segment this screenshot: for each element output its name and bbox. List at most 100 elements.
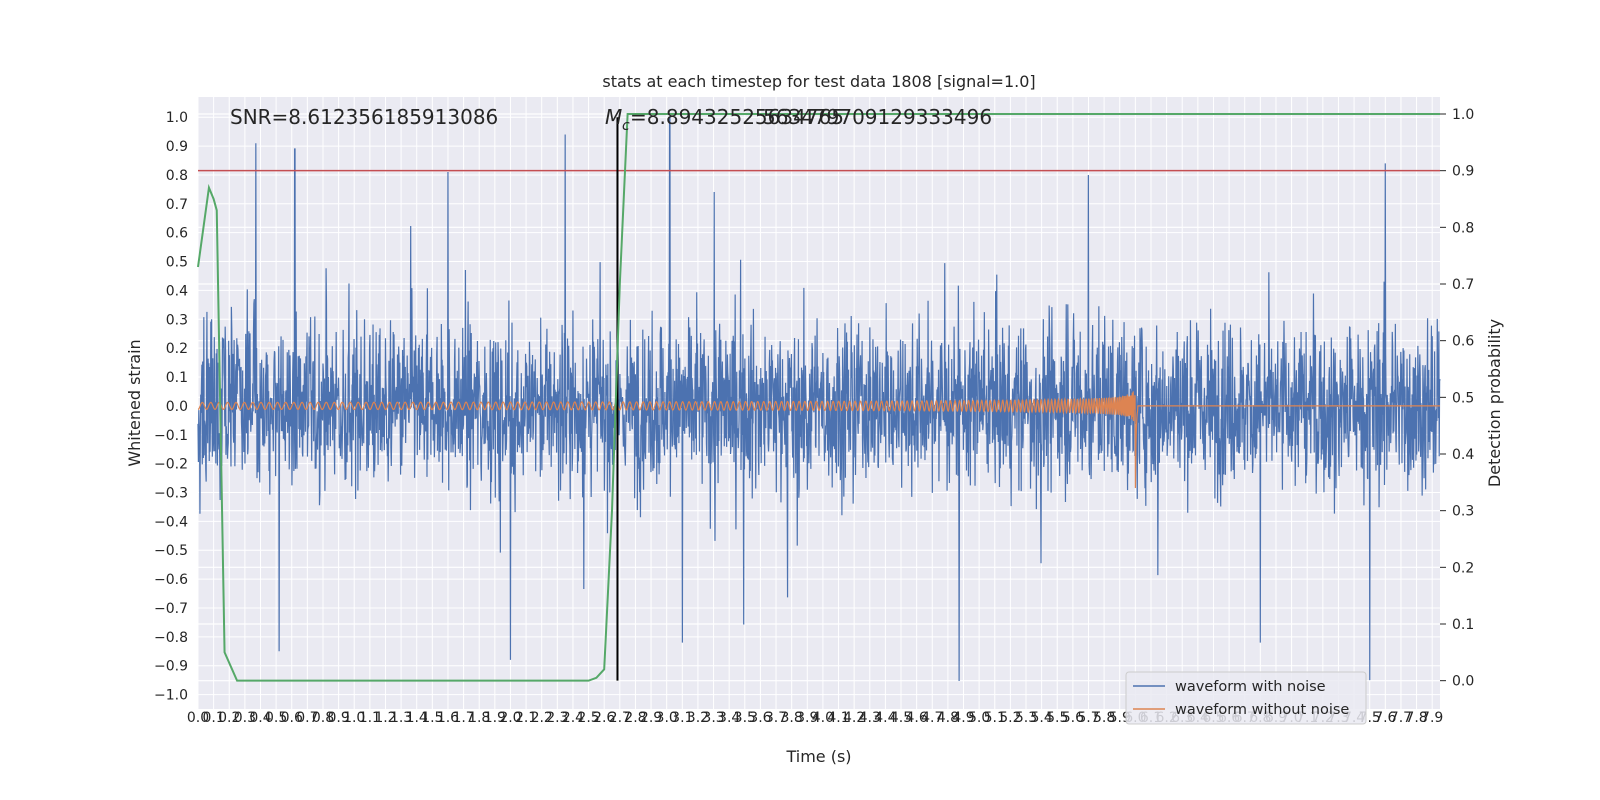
x-tick-label: 3.9	[796, 710, 818, 726]
x-tick-label: 3.5	[734, 710, 756, 726]
x-tick-label: 7.6	[1374, 710, 1396, 726]
y-tick-label: 0.0	[166, 399, 188, 415]
x-tick-label: 1.5	[421, 710, 443, 726]
x-tick-label: 0.8	[312, 710, 334, 726]
plot-content	[197, 113, 1441, 682]
mc-value-a: =8.89432525634765	[630, 105, 844, 129]
x-tick-label: 3.0	[656, 710, 678, 726]
x-tick-label: 0.4	[249, 710, 271, 726]
x-tick-label: 5.8	[1093, 710, 1115, 726]
y2-tick-label: 1.0	[1452, 107, 1474, 123]
x-tick-label: 4.2	[843, 710, 865, 726]
x-tick-label: 4.1	[827, 710, 849, 726]
legend-label-clean: waveform without noise	[1175, 702, 1349, 718]
x-tick-label: 5.5	[1046, 710, 1068, 726]
x-tick-label: 3.6	[749, 710, 771, 726]
y-tick-label: −0.8	[154, 630, 188, 646]
y-tick-label: −0.4	[154, 514, 188, 530]
legend: waveform with noise waveform without noi…	[1125, 671, 1367, 725]
x-tick-label: 5.4	[1030, 710, 1052, 726]
y-tick-label: −0.2	[154, 457, 188, 473]
y-tick-label: 1.0	[166, 110, 188, 126]
y-tick-label: 0.2	[166, 341, 188, 357]
x-tick-label: 1.0	[343, 710, 365, 726]
x-tick-label: 7.8	[1405, 710, 1427, 726]
x-tick-label: 1.7	[452, 710, 474, 726]
x-tick-label: 2.3	[546, 710, 568, 726]
y-tick-label: −0.7	[154, 601, 188, 617]
x-tick-label: 2.9	[640, 710, 662, 726]
y2-tick-label: 0.1	[1452, 617, 1474, 633]
x-tick-label: 1.6	[437, 710, 459, 726]
y-tick-label: −0.9	[154, 659, 188, 675]
y-tick-label: −0.6	[154, 572, 188, 588]
x-tick-label: 5.3	[1015, 710, 1037, 726]
x-tick-label: 4.7	[921, 710, 943, 726]
y2-tick-label: 0.0	[1452, 674, 1474, 690]
chirp-mass-annotation: M c =8.89432525634765 563479709129333496	[605, 105, 992, 134]
x-tick-label: 1.8	[468, 710, 490, 726]
series-detection-probability	[197, 113, 1440, 682]
x-tick-label: 4.4	[874, 710, 896, 726]
x-tick-label: 0.2	[218, 710, 240, 726]
legend-box	[1125, 671, 1367, 725]
y2-tick-label: 0.9	[1452, 164, 1474, 180]
y2-tick-label: 0.5	[1452, 390, 1474, 406]
x-tick-label: 4.0	[812, 710, 834, 726]
legend-label-noise: waveform with noise	[1175, 679, 1326, 695]
x-tick-label: 3.8	[781, 710, 803, 726]
y2-tick-labels: 0.0 0.1 0.2 0.3 0.4 0.5 0.6 0.7 0.8 0.9 1.0	[1440, 107, 1474, 690]
x-tick-label: 1.9	[484, 710, 506, 726]
x-tick-label: 0.7	[296, 710, 318, 726]
y-tick-label: 0.1	[166, 370, 188, 386]
x-tick-label: 4.9	[952, 710, 974, 726]
x-tick-label: 5.1	[984, 710, 1006, 726]
y2-tick-label: 0.7	[1452, 277, 1474, 293]
y-tick-label: 0.8	[166, 168, 188, 184]
y-tick-label: −0.5	[154, 543, 188, 559]
x-tick-label: 1.4	[406, 710, 428, 726]
chart-title: stats at each timestep for test data 180…	[602, 72, 1035, 91]
x-tick-label: 3.7	[765, 710, 787, 726]
x-tick-label: 0.9	[327, 710, 349, 726]
x-tick-label: 1.3	[390, 710, 412, 726]
x-tick-label: 0.1	[202, 710, 224, 726]
series-waveform-with-noise	[197, 116, 1441, 682]
x-tick-label: 3.1	[671, 710, 693, 726]
y2-tick-label: 0.6	[1452, 334, 1474, 350]
x-tick-label: 5.9	[1109, 710, 1131, 726]
y-tick-label: 0.6	[166, 226, 188, 242]
x-tick-label: 0.0	[187, 710, 209, 726]
x-tick-label: 1.2	[374, 710, 396, 726]
x-tick-label: 2.1	[515, 710, 537, 726]
mc-symbol: M	[605, 105, 622, 129]
x-tick-label: 2.4	[562, 710, 584, 726]
mc-value-b: 563479709129333496	[763, 105, 992, 129]
x-tick-label: 4.6	[906, 710, 928, 726]
x-tick-label: 3.2	[687, 710, 709, 726]
y-tick-label: −1.0	[154, 688, 188, 704]
x-tick-label: 2.6	[593, 710, 615, 726]
x-tick-label: 2.0	[499, 710, 521, 726]
y2-tick-label: 0.3	[1452, 504, 1474, 520]
x-tick-label: 2.5	[577, 710, 599, 726]
x-tick-label: 0.6	[281, 710, 303, 726]
y-tick-label: −0.3	[154, 485, 188, 501]
series-waveform-without-noise	[197, 391, 1440, 489]
y-tick-label: 0.5	[166, 255, 188, 271]
x-tick-label: 0.3	[234, 710, 256, 726]
x-tick-label: 3.4	[718, 710, 740, 726]
y-tick-label: 0.9	[166, 139, 188, 155]
y-tick-label: 0.7	[166, 197, 188, 213]
x-tick-label: 2.7	[609, 710, 631, 726]
y2-tick-label: 0.8	[1452, 220, 1474, 236]
x-tick-label: 4.8	[937, 710, 959, 726]
y2-tick-label: 0.2	[1452, 560, 1474, 576]
x-tick-label: 7.9	[1421, 710, 1443, 726]
y2-tick-label: 0.4	[1452, 447, 1474, 463]
y-axis-label: Whitened strain	[125, 339, 144, 466]
y-tick-labels: −1.0 −0.9 −0.8 −0.7 −0.6 −0.5 −0.4 −0.3 −0.2 −0.1…	[154, 110, 188, 703]
mc-subscript: c	[622, 118, 630, 134]
x-tick-label: 5.2	[999, 710, 1021, 726]
